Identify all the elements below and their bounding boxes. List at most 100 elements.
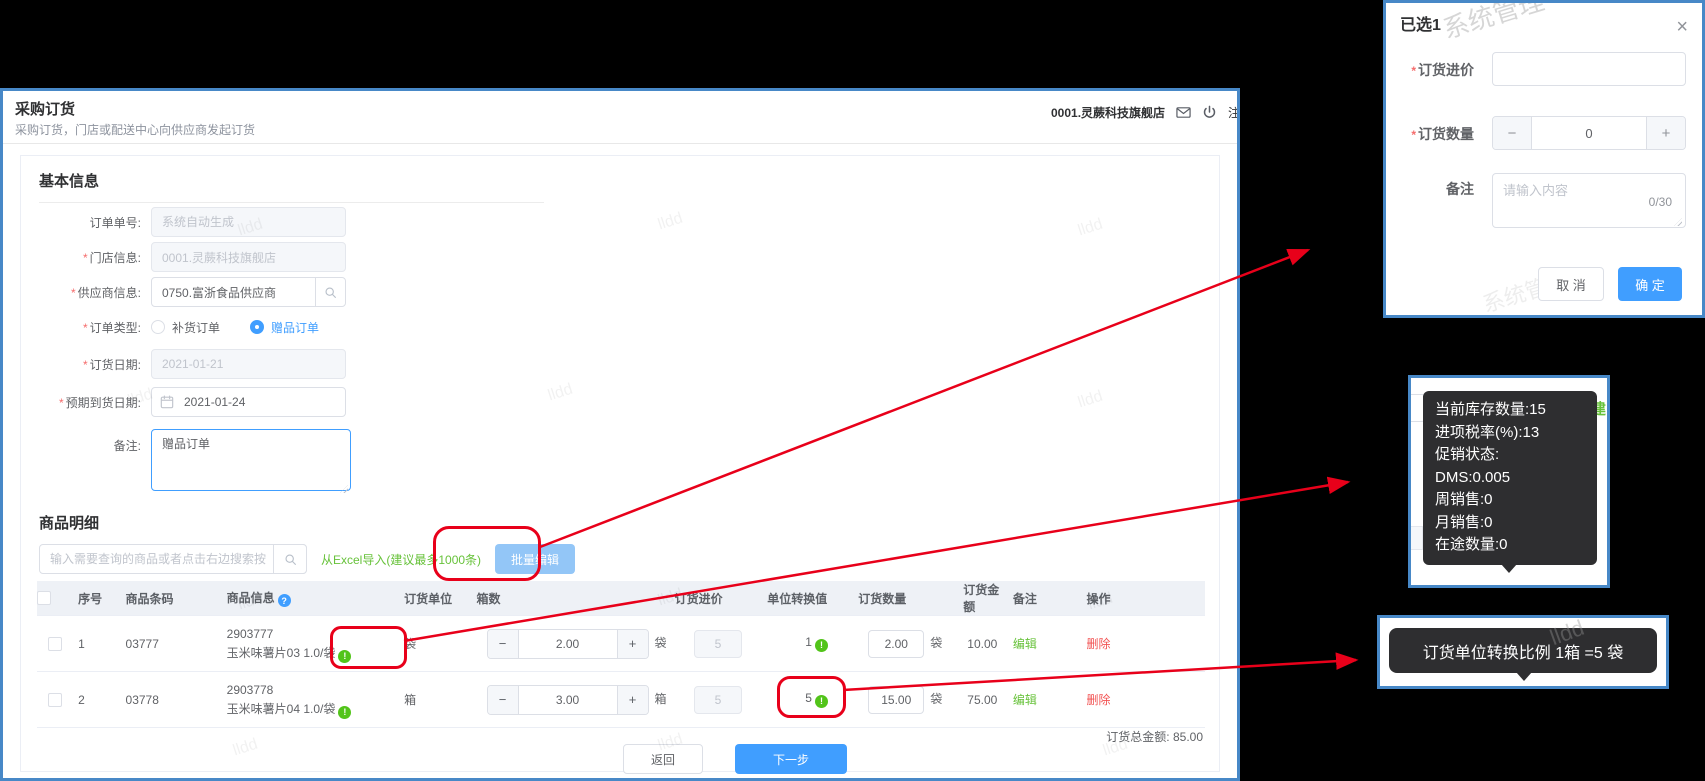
- cell-order-qty: 2.00 袋: [858, 615, 958, 672]
- plus-icon[interactable]: +: [1646, 117, 1685, 149]
- account-bar: 0001.灵蕨科技旗舰店 注销: [1051, 104, 1240, 121]
- plus-icon[interactable]: +: [616, 685, 648, 714]
- qty-stepper[interactable]: −3.00 +: [486, 684, 649, 715]
- qty-stepper[interactable]: −2.00 +: [486, 628, 649, 659]
- cancel-button[interactable]: 取 消: [1538, 267, 1604, 301]
- purchase-order-panel: 采购订货 采购订货，门店或配送中心向供应商发起订货 0001.灵蕨科技旗舰店 注…: [0, 88, 1240, 781]
- qty-stepper[interactable]: − 0 +: [1492, 116, 1686, 150]
- row-checkbox[interactable]: [47, 636, 62, 651]
- price-input[interactable]: [1492, 52, 1686, 86]
- cell-cases: −3.00 + 箱: [476, 671, 675, 728]
- minus-icon[interactable]: −: [487, 685, 519, 714]
- remark-label: 备注: [1446, 181, 1474, 197]
- minus-icon[interactable]: −: [1493, 117, 1532, 149]
- background-fragment: [1411, 526, 1423, 550]
- required-mark: *: [82, 357, 88, 372]
- info-icon[interactable]: !: [814, 638, 828, 652]
- stock-tooltip: 当前库存数量:15 进项税率(%):13 促销状态: DMS:0.005 周销售…: [1423, 391, 1597, 565]
- batch-edit-button[interactable]: 批量编辑: [495, 544, 576, 574]
- delete-link[interactable]: 删除: [1086, 637, 1111, 651]
- conversion-tooltip-crop: 订货单位转换比例 1箱 =5 袋 lldd: [1377, 615, 1669, 689]
- resize-handle-icon[interactable]: [1674, 218, 1682, 226]
- cell-order-qty: 15.00 袋: [858, 671, 958, 728]
- tooltip-line: 促销状态:: [1435, 446, 1500, 463]
- col-amount: 订货金额: [957, 581, 1007, 616]
- radio-circle-selected-icon: [250, 320, 265, 334]
- detail-toolbar: 从Excel导入(建议最多1000条) 批量编辑: [39, 544, 576, 574]
- table-header-row: 序号 商品条码 商品信息? 订货单位 箱数 订货进价 单位转换值 订货数量 订货…: [37, 581, 1205, 616]
- order-type-label: * 订单类型:: [82, 320, 141, 335]
- basic-info-title: 基本信息: [39, 170, 544, 203]
- next-button[interactable]: 下一步: [735, 744, 847, 774]
- back-button[interactable]: 返回: [623, 744, 703, 774]
- order-qty-input[interactable]: 15.00: [868, 685, 925, 714]
- order-qty-input[interactable]: 2.00: [868, 629, 925, 658]
- tooltip-arrow-icon: [1516, 672, 1532, 681]
- dialog-title: 已选1: [1400, 17, 1441, 34]
- batch-edit-dialog: 系统管理 系统管理 已选1 × *订货进价 *订货数量 − 0 + 备注 0/3…: [1383, 0, 1705, 318]
- expected-date-input[interactable]: [151, 387, 346, 417]
- col-barcode: 商品条码: [119, 581, 221, 616]
- expected-date-label: * 预期到货日期:: [58, 395, 141, 410]
- info-icon[interactable]: !: [814, 694, 828, 708]
- remark-textarea[interactable]: [151, 429, 351, 491]
- tooltip-line: 周销售:0: [1435, 491, 1493, 508]
- tooltip-line: 当前库存数量:15: [1435, 401, 1546, 418]
- product-search-button[interactable]: [273, 544, 307, 574]
- qty-value[interactable]: 0: [1585, 125, 1593, 141]
- cell-action: 删除: [1060, 671, 1205, 728]
- remark-label: 备注:: [113, 439, 141, 453]
- resize-handle-icon[interactable]: [340, 485, 348, 493]
- logout-link[interactable]: 注销: [1228, 106, 1240, 120]
- order-date-label: * 订货日期:: [82, 357, 141, 372]
- remark-textarea[interactable]: [1492, 173, 1686, 228]
- search-icon: [325, 286, 336, 298]
- order-date-input: [151, 349, 346, 379]
- supplier-input-wrap: [151, 277, 346, 307]
- table-row: 1 03777 2903777 玉米味薯片03 1.0/袋! 袋 −2.00 + 袋…: [37, 615, 1205, 672]
- plus-icon[interactable]: +: [616, 629, 648, 658]
- power-icon[interactable]: [1202, 105, 1217, 120]
- cell-cases: −2.00 + 袋: [476, 615, 675, 672]
- page-title: 采购订货: [15, 101, 76, 118]
- select-all-checkbox[interactable]: [37, 591, 51, 606]
- row-checkbox[interactable]: [47, 692, 62, 707]
- close-icon[interactable]: ×: [1676, 16, 1688, 38]
- edit-link[interactable]: 编辑: [1012, 637, 1037, 651]
- field-remark: 备注:: [21, 429, 351, 496]
- search-icon: [284, 553, 296, 565]
- cell-no: 2: [72, 671, 120, 728]
- store-input: [151, 242, 346, 272]
- cell-info: 2903778 玉米味薯片04 1.0/袋!: [220, 671, 399, 728]
- delete-link[interactable]: 删除: [1086, 693, 1111, 707]
- page-header: 采购订货 采购订货，门店或配送中心向供应商发起订货 0001.灵蕨科技旗舰店 注…: [3, 91, 1237, 144]
- cell-price: 5: [674, 615, 762, 672]
- edit-link[interactable]: 编辑: [1012, 693, 1037, 707]
- cell-remark: 编辑: [1006, 615, 1061, 672]
- col-order-qty: 订货数量: [858, 581, 958, 616]
- required-mark: *: [70, 285, 76, 300]
- tooltip-arrow-icon: [1501, 564, 1517, 573]
- order-no-label: 订单单号:: [89, 215, 141, 230]
- radio-gift-order[interactable]: 赠品订单: [250, 319, 319, 336]
- supplier-search-button[interactable]: [315, 278, 345, 306]
- supplier-input[interactable]: [151, 277, 346, 307]
- excel-import-link[interactable]: 从Excel导入(建议最多1000条): [321, 552, 482, 567]
- confirm-button[interactable]: 确 定: [1618, 267, 1682, 301]
- mail-icon[interactable]: [1176, 105, 1191, 120]
- col-unit: 订货单位: [398, 581, 477, 616]
- minus-icon[interactable]: −: [487, 629, 519, 658]
- cell-amount: 10.00: [957, 615, 1007, 672]
- info-icon[interactable]: !: [338, 705, 352, 719]
- cell-barcode: 03777: [119, 615, 221, 672]
- required-mark: *: [58, 395, 64, 410]
- info-icon[interactable]: !: [338, 649, 352, 663]
- field-store: * 门店信息:: [21, 242, 346, 272]
- detail-title: 商品明细: [39, 515, 100, 532]
- tooltip-line: 进项税率(%):13: [1435, 423, 1540, 441]
- store-label: * 门店信息:: [82, 250, 141, 265]
- radio-replenish-order[interactable]: 补货订单: [151, 319, 220, 336]
- question-icon[interactable]: ?: [277, 594, 291, 608]
- product-search-input[interactable]: [39, 544, 307, 574]
- radio-label: 补货订单: [172, 320, 221, 335]
